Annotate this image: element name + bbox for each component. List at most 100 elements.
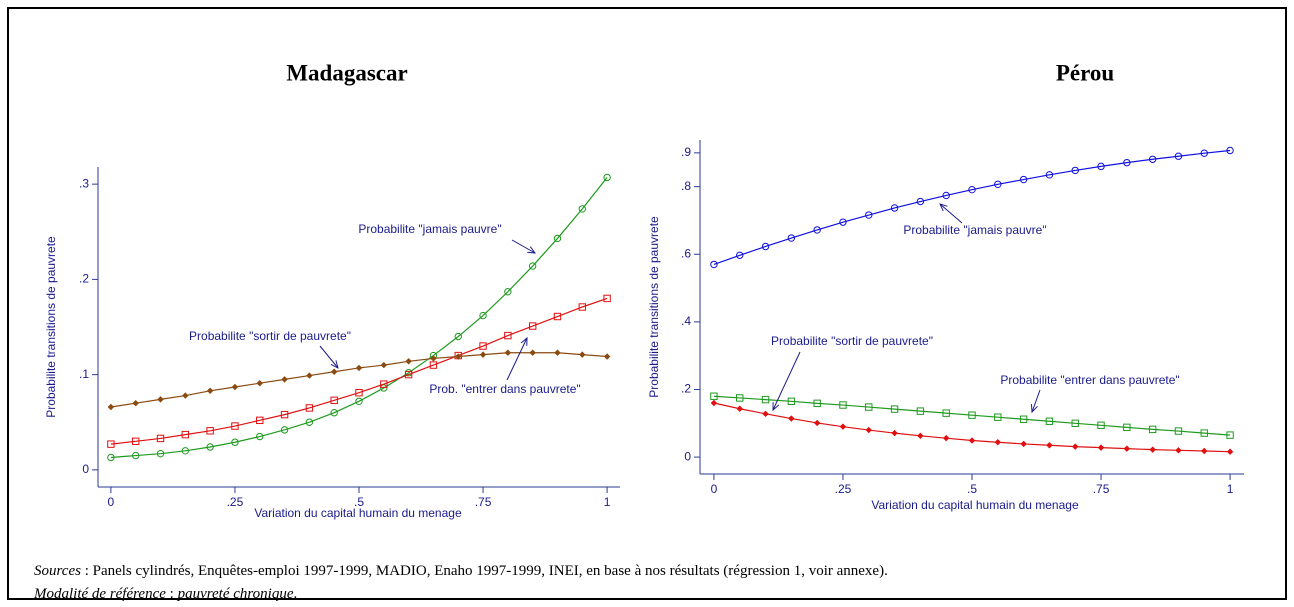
- data-point: [865, 211, 873, 219]
- data-point: [181, 447, 190, 455]
- data-point: [942, 434, 950, 442]
- data-point: [1226, 431, 1234, 439]
- data-point: [132, 399, 139, 407]
- data-point: [1148, 425, 1157, 434]
- data-point: [994, 439, 1002, 446]
- data-point: [968, 437, 976, 444]
- data-point: [455, 353, 462, 360]
- y-tick-label: .2: [79, 272, 89, 286]
- data-point: [968, 185, 976, 194]
- data-point: [839, 401, 847, 409]
- annotation: Probabilite "sortir de pauvrete": [189, 329, 351, 343]
- data-point: [206, 443, 214, 451]
- caption-text: .: [293, 586, 298, 602]
- data-point: [256, 379, 263, 387]
- data-point: [994, 180, 1002, 188]
- data-point: [578, 303, 586, 311]
- data-point: [1200, 149, 1208, 157]
- data-point: [1226, 146, 1234, 155]
- data-point: [1019, 415, 1028, 423]
- data-point: [553, 312, 562, 321]
- data-point: [736, 405, 743, 412]
- series-line: [713, 149, 1231, 265]
- data-point: [1046, 442, 1053, 449]
- data-point: [553, 234, 562, 243]
- caption-text: pauvreté chronique: [177, 586, 294, 602]
- x-tick-label: .75: [475, 495, 492, 509]
- data-point: [603, 353, 611, 360]
- data-point: [761, 242, 770, 251]
- data-point: [479, 351, 487, 358]
- data-point: [330, 396, 338, 405]
- series-line: [110, 177, 608, 459]
- data-point: [603, 173, 611, 182]
- caption-reference: Modalité de référence : pauvreté chroniq…: [34, 586, 297, 603]
- data-point: [1123, 445, 1131, 452]
- data-point: [761, 395, 770, 404]
- data-point: [942, 191, 950, 200]
- y-tick-label: 0: [82, 462, 89, 476]
- y-axis-label: Probabilite transitions de pauvrete: [44, 236, 58, 418]
- data-point: [107, 453, 115, 462]
- y-tick-label: .9: [681, 145, 691, 159]
- data-point: [355, 364, 363, 372]
- data-point: [1175, 447, 1182, 454]
- x-tick-label: 0: [108, 495, 115, 509]
- data-point: [813, 419, 821, 427]
- data-point: [1045, 417, 1054, 425]
- data-point: [1071, 166, 1079, 175]
- annotation-arrow: [506, 338, 527, 381]
- data-point: [710, 399, 718, 407]
- caption-label: Sources: [34, 563, 81, 579]
- data-point: [107, 440, 115, 448]
- data-point: [1174, 427, 1183, 435]
- data-point: [281, 376, 288, 383]
- data-point: [1097, 162, 1105, 171]
- data-point: [479, 311, 487, 320]
- annotation: Probabilite "jamais pauvre": [903, 223, 1046, 237]
- data-point: [330, 368, 338, 375]
- data-point: [1174, 152, 1183, 160]
- data-point: [231, 422, 239, 430]
- caption-text: : Panels cylindrés, Enquêtes-emploi 1997…: [80, 563, 888, 579]
- chart-title: Pérou: [1056, 60, 1115, 85]
- data-point: [330, 409, 338, 417]
- annotation-arrow: [319, 345, 338, 368]
- data-point: [1072, 443, 1079, 450]
- data-point: [504, 331, 512, 340]
- data-point: [529, 349, 536, 356]
- x-tick-label: 1: [1227, 482, 1234, 496]
- data-point: [504, 288, 512, 296]
- series-line: [713, 402, 1231, 453]
- x-axis-label: Variation du capital humain du menage: [254, 506, 462, 520]
- y-tick-label: .2: [681, 382, 691, 396]
- data-point: [430, 355, 437, 362]
- data-point: [132, 437, 140, 445]
- x-tick-label: .75: [1093, 482, 1110, 496]
- data-point: [1201, 447, 1208, 455]
- data-point: [736, 394, 744, 402]
- annotation: Probabilite "jamais pauvre": [358, 222, 501, 236]
- data-point: [890, 405, 899, 413]
- annotation: Prob. "entrer dans pauvrete": [429, 382, 580, 396]
- data-point: [603, 294, 611, 303]
- x-axis-label: Variation du capital humain du menage: [871, 498, 1079, 512]
- series-line: [713, 395, 1231, 436]
- y-tick-label: 0: [684, 449, 691, 463]
- caption-label: Modalité de référence: [34, 586, 166, 602]
- y-tick-label: .8: [681, 179, 691, 193]
- annotation-arrow: [1032, 389, 1041, 412]
- data-point: [1123, 158, 1131, 167]
- data-point: [865, 403, 873, 411]
- data-point: [1097, 421, 1105, 430]
- data-point: [206, 427, 214, 435]
- data-point: [554, 349, 561, 356]
- x-tick-label: .5: [354, 495, 364, 509]
- data-point: [1148, 155, 1157, 163]
- data-point: [1019, 175, 1028, 184]
- data-point: [1045, 171, 1054, 179]
- data-point: [1020, 440, 1027, 448]
- data-point: [1200, 429, 1208, 437]
